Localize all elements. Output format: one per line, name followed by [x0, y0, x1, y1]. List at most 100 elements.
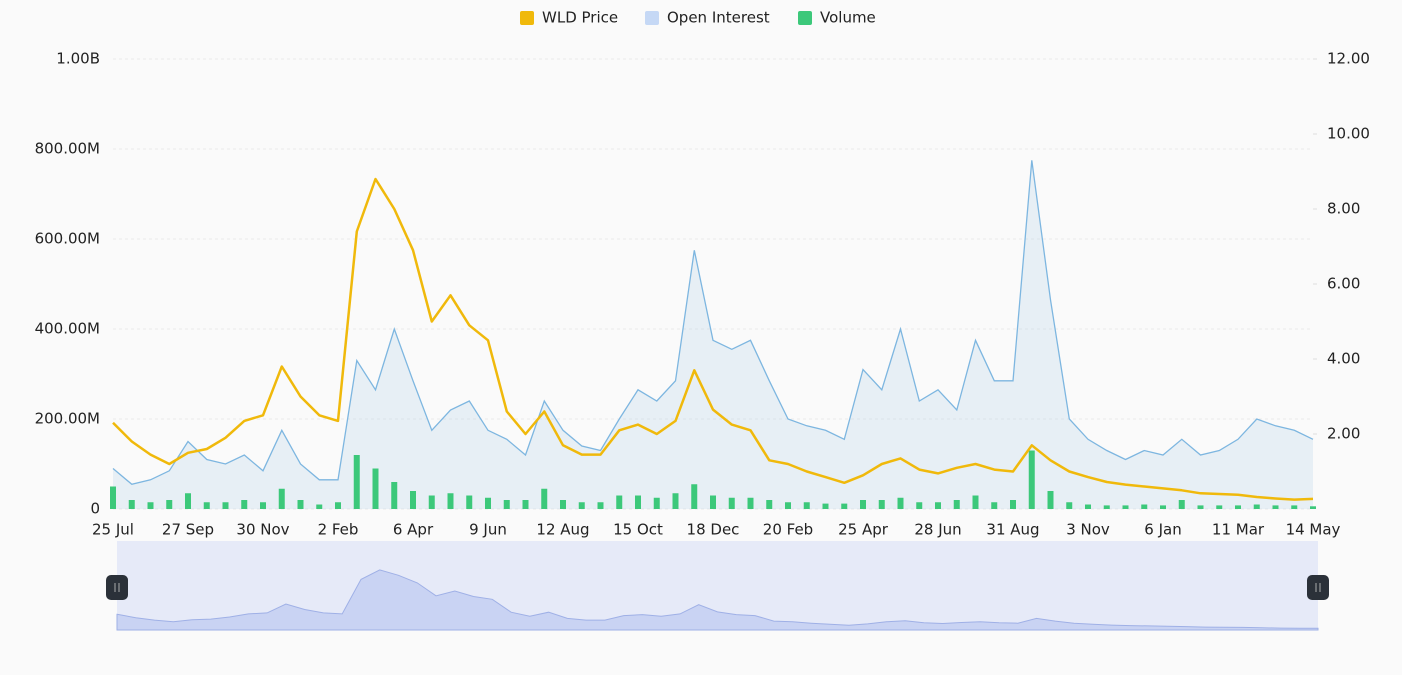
volume-bar	[1216, 505, 1223, 509]
volume-bar	[878, 500, 885, 509]
volume-bar	[503, 500, 510, 509]
volume-bar	[541, 488, 548, 509]
volume-bar	[297, 500, 304, 509]
legend-swatch[interactable]	[645, 11, 659, 25]
y-tick-label: 400.00M	[35, 320, 100, 338]
x-tick-label: 27 Sep	[162, 521, 214, 539]
volume-bar	[803, 502, 810, 509]
volume-bar	[428, 495, 435, 509]
y2-tick-label: 12.00	[1327, 50, 1370, 68]
volume-bar	[185, 493, 191, 509]
volume-bar	[860, 500, 866, 509]
legend-swatch[interactable]	[798, 11, 812, 25]
volume-bar	[316, 504, 323, 509]
navigator-series	[116, 569, 1319, 631]
volume-bar	[1122, 505, 1129, 509]
volume-bar	[1310, 506, 1316, 509]
y2-tick-label: 2.00	[1327, 425, 1360, 443]
volume-bar	[1178, 500, 1185, 509]
volume-bar	[260, 502, 266, 509]
x-tick-label: 3 Nov	[1066, 521, 1110, 539]
x-tick-label: 9 Jun	[469, 521, 507, 539]
navigator-handle[interactable]	[1307, 575, 1329, 600]
volume-bar	[1235, 505, 1241, 509]
volume-bar	[672, 493, 679, 509]
volume-bar	[1291, 505, 1298, 509]
volume-bar	[485, 497, 491, 509]
volume-bar	[710, 495, 716, 509]
y-tick-label: 800.00M	[35, 140, 100, 158]
volume-bar	[1197, 505, 1204, 509]
volume-bar	[766, 500, 773, 509]
y2-tick-label: 8.00	[1327, 200, 1360, 218]
volume-bar	[616, 495, 623, 509]
y2-tick-label: 4.00	[1327, 350, 1360, 368]
volume-bar	[560, 500, 566, 509]
volume-bar	[597, 502, 604, 509]
volume-bar	[635, 495, 641, 509]
volume-bar	[466, 495, 473, 509]
volume-bar	[1085, 504, 1091, 509]
volume-bar	[203, 502, 210, 509]
x-tick-label: 25 Apr	[838, 521, 889, 539]
x-tick-label: 11 Mar	[1212, 521, 1265, 539]
open-interest-line	[112, 160, 1314, 486]
volume-bar	[353, 455, 360, 509]
volume-bar	[128, 500, 135, 509]
legend-label[interactable]: Volume	[820, 9, 876, 27]
legend-label[interactable]: Open Interest	[667, 9, 770, 27]
y-tick-label: 0	[90, 500, 100, 518]
volume-bar	[653, 497, 660, 509]
volume-bar	[897, 497, 904, 509]
x-tick-label: 12 Aug	[536, 521, 589, 539]
x-tick-label: 2 Feb	[318, 521, 359, 539]
volume-bar	[747, 497, 754, 509]
volume-bar	[1253, 504, 1260, 509]
volume-bar	[110, 486, 116, 509]
navigator-handle[interactable]	[106, 575, 128, 600]
open-interest-area	[113, 160, 1313, 510]
x-tick-label: 6 Jan	[1144, 521, 1181, 539]
volume-bar	[935, 502, 941, 509]
x-tick-label: 18 Dec	[687, 521, 740, 539]
volume-bar	[1160, 505, 1166, 509]
volume-bar	[335, 502, 341, 509]
price-line	[112, 177, 1314, 501]
volume-bar	[166, 500, 173, 509]
legend-label[interactable]: WLD Price	[542, 9, 618, 27]
volume-bar	[578, 502, 585, 509]
volume-bar	[1028, 450, 1035, 509]
x-tick-label: 20 Feb	[763, 521, 813, 539]
volume-bar	[222, 502, 229, 509]
x-tick-label: 15 Oct	[613, 521, 663, 539]
volume-bar	[785, 502, 791, 509]
legend-swatch[interactable]	[520, 11, 534, 25]
volume-bar	[991, 502, 998, 509]
volume-bar	[1066, 502, 1073, 509]
volume-bar	[278, 488, 285, 509]
x-tick-label: 14 May	[1286, 521, 1341, 539]
y2-tick-label: 10.00	[1327, 125, 1370, 143]
y-tick-label: 1.00B	[56, 50, 100, 68]
volume-bar	[1047, 491, 1054, 509]
volume-bar	[953, 500, 960, 509]
volume-bar	[522, 500, 529, 509]
volume-bar	[1141, 504, 1148, 509]
x-tick-label: 30 Nov	[236, 521, 289, 539]
volume-bar	[972, 495, 979, 509]
volume-bar	[822, 503, 829, 509]
volume-bar	[147, 502, 154, 509]
volume-bar	[1010, 500, 1016, 509]
y-tick-label: 600.00M	[35, 230, 100, 248]
volume-bar	[841, 503, 848, 509]
x-tick-label: 25 Jul	[92, 521, 134, 539]
volume-bar	[916, 502, 923, 509]
volume-bar	[1103, 505, 1110, 509]
x-tick-label: 6 Apr	[393, 521, 434, 539]
volume-bar	[391, 482, 398, 509]
y-tick-label: 200.00M	[35, 410, 100, 428]
volume-bar	[728, 497, 735, 509]
volume-bar	[1272, 505, 1279, 509]
volume-bar	[691, 484, 698, 509]
